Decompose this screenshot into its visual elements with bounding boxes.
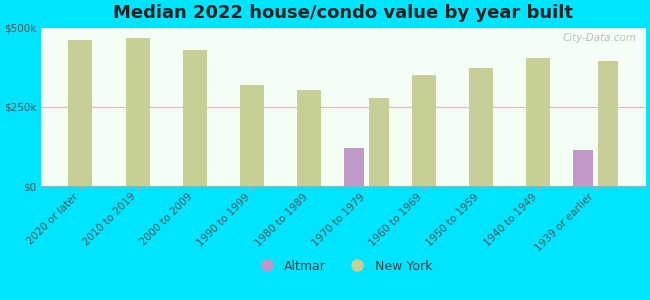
Text: City-Data.com: City-Data.com	[563, 33, 637, 43]
Bar	[369, 98, 389, 186]
Bar	[412, 75, 436, 186]
Bar	[573, 150, 593, 186]
Bar	[183, 50, 207, 186]
Bar	[526, 58, 551, 186]
Bar	[469, 68, 493, 186]
Bar	[68, 40, 92, 186]
Legend: Altmar, New York: Altmar, New York	[250, 255, 437, 278]
Bar	[598, 61, 618, 186]
Title: Median 2022 house/condo value by year built: Median 2022 house/condo value by year bu…	[113, 4, 573, 22]
Bar	[297, 90, 321, 186]
Bar	[240, 85, 264, 186]
Bar	[125, 38, 150, 186]
Bar	[344, 148, 364, 186]
